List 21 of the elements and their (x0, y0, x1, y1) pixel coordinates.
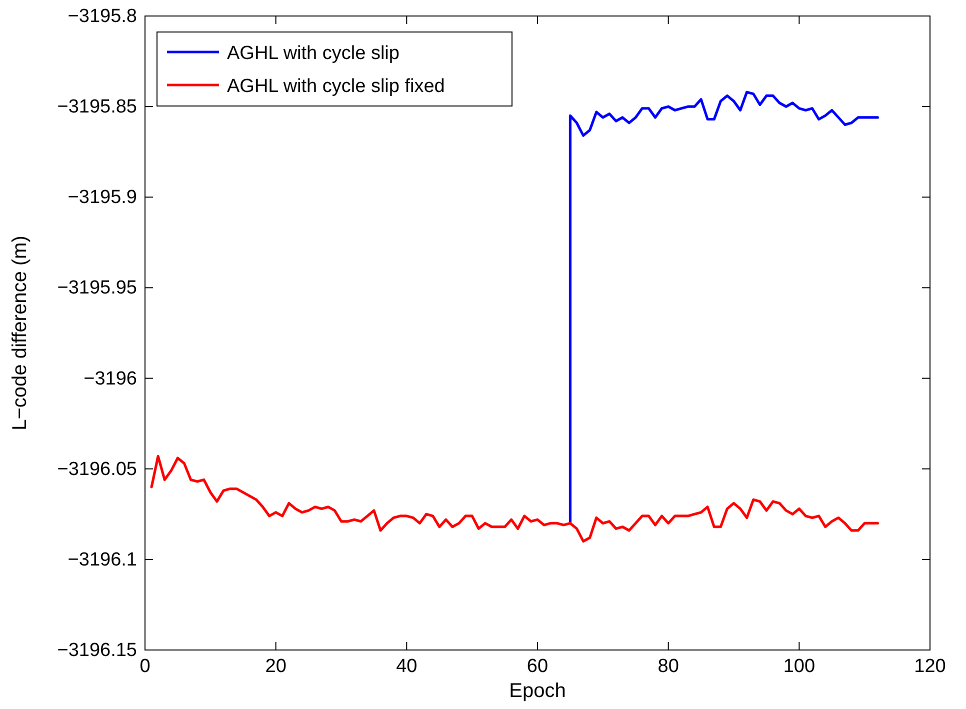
x-tick-label: 100 (783, 656, 816, 677)
y-tick-label: −3195.85 (57, 96, 137, 118)
y-tick-label: −3195.8 (68, 6, 137, 27)
line-series (150, 454, 879, 543)
y-tick-label: −3196.05 (57, 458, 137, 480)
legend-label: AGHL with cycle slip fixed (227, 76, 445, 97)
y-axis-title: L−code difference (m) (9, 236, 31, 430)
x-axis-title: Epoch (509, 680, 566, 702)
x-tick-label: 0 (140, 656, 150, 677)
line-series (568, 90, 879, 524)
x-tick-label: 20 (265, 656, 286, 677)
x-tick-label: 120 (914, 656, 946, 677)
x-tick-label: 40 (396, 656, 418, 677)
x-tick-label: 60 (526, 656, 548, 677)
legend-label: AGHL with cycle slip (227, 43, 400, 64)
y-tick-label: −3195.9 (68, 187, 137, 208)
y-tick-label: −3195.95 (57, 278, 137, 299)
x-tick-label: 80 (658, 656, 679, 677)
y-tick-label: −3196.1 (68, 549, 137, 570)
y-tick-label: −3196.15 (57, 640, 137, 661)
y-tick-label: −3196 (84, 368, 137, 390)
